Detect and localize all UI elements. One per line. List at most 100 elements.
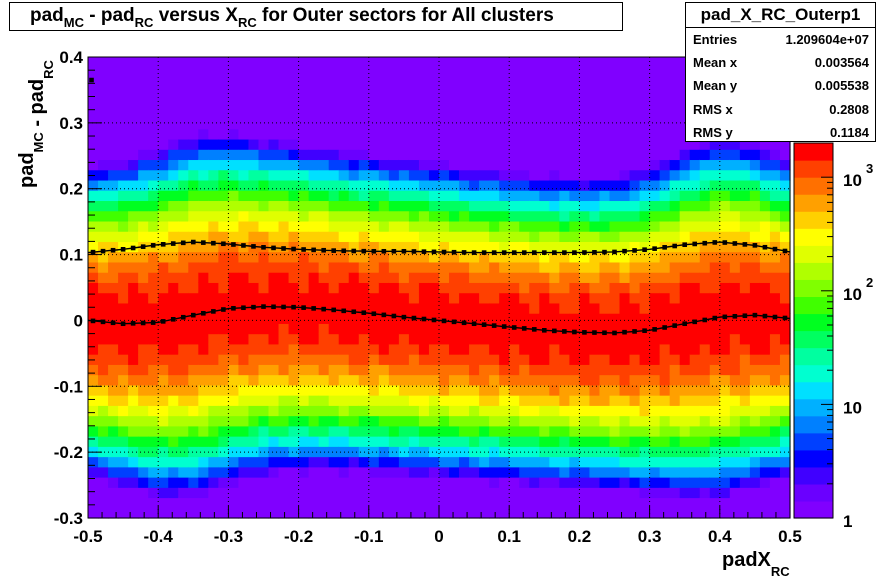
heatmap-cell bbox=[759, 354, 771, 365]
heatmap-cell bbox=[459, 477, 470, 488]
heatmap-cell bbox=[559, 97, 570, 109]
heatmap-cell bbox=[729, 343, 741, 355]
heatmap-cell bbox=[128, 149, 139, 161]
heatmap-cell bbox=[749, 251, 761, 263]
heatmap-cell bbox=[398, 354, 410, 365]
heatmap-cell bbox=[719, 190, 731, 202]
heatmap-cell bbox=[428, 384, 440, 396]
heatmap-cell bbox=[719, 425, 731, 437]
heatmap-cell bbox=[238, 343, 250, 355]
heatmap-cell bbox=[649, 487, 661, 499]
heatmap-cell bbox=[659, 272, 671, 283]
heatmap-cell bbox=[749, 333, 761, 345]
heatmap-cell bbox=[158, 395, 169, 406]
heatmap-cell bbox=[308, 384, 320, 396]
heatmap-cell bbox=[388, 354, 400, 365]
heatmap-cell bbox=[519, 87, 530, 99]
palette-cell bbox=[794, 398, 833, 417]
heatmap-cell bbox=[318, 169, 330, 181]
profile-point bbox=[602, 249, 607, 255]
heatmap-cell bbox=[328, 169, 340, 181]
heatmap-cell bbox=[138, 415, 149, 427]
heatmap-cell bbox=[509, 364, 520, 376]
heatmap-cell bbox=[769, 425, 781, 437]
profile-point bbox=[762, 313, 768, 319]
heatmap-cell bbox=[248, 477, 260, 488]
heatmap-cell bbox=[118, 261, 129, 273]
heatmap-cell bbox=[499, 97, 510, 109]
heatmap-cell bbox=[529, 302, 540, 314]
heatmap-cell bbox=[749, 415, 761, 427]
heatmap-cell bbox=[298, 159, 310, 171]
heatmap-cell bbox=[719, 323, 731, 335]
heatmap-cell bbox=[469, 313, 480, 324]
heatmap-cell bbox=[238, 231, 250, 242]
heatmap-cell bbox=[549, 97, 560, 109]
heatmap-cell bbox=[629, 231, 641, 242]
heatmap-cell bbox=[248, 436, 260, 447]
heatmap-cell bbox=[609, 118, 621, 130]
heatmap-cell bbox=[739, 466, 751, 478]
heatmap-cell bbox=[449, 343, 460, 355]
heatmap-cell bbox=[178, 456, 189, 468]
heatmap-cell bbox=[709, 302, 721, 314]
heatmap-cell bbox=[328, 67, 340, 79]
heatmap-cell bbox=[779, 384, 791, 396]
heatmap-cell bbox=[669, 57, 681, 68]
heatmap-cell bbox=[729, 425, 741, 437]
heatmap-cell bbox=[759, 466, 771, 478]
heatmap-cell bbox=[649, 179, 661, 191]
heatmap-cell bbox=[278, 497, 290, 509]
heatmap-cell bbox=[238, 87, 250, 99]
heatmap-cell bbox=[679, 343, 691, 355]
heatmap-cell bbox=[298, 77, 310, 89]
heatmap-cell bbox=[579, 507, 591, 519]
heatmap-cell bbox=[529, 97, 540, 109]
heatmap-cell bbox=[418, 200, 430, 212]
heatmap-cell bbox=[669, 354, 681, 365]
heatmap-cell bbox=[739, 333, 751, 345]
heatmap-cell bbox=[318, 333, 330, 345]
heatmap-cell bbox=[388, 343, 400, 355]
heatmap-cell bbox=[529, 77, 540, 89]
heatmap-cell bbox=[599, 77, 611, 89]
heatmap-cell bbox=[428, 466, 440, 478]
heatmap-cell bbox=[338, 231, 350, 242]
heatmap-cell bbox=[88, 343, 99, 355]
heatmap-cell bbox=[408, 87, 420, 99]
heatmap-cell bbox=[398, 118, 410, 130]
heatmap-cell bbox=[529, 292, 540, 304]
heatmap-cell bbox=[208, 149, 219, 161]
y-tick-label: 0.4 bbox=[59, 48, 83, 67]
heatmap-cell bbox=[378, 138, 390, 150]
heatmap-cell bbox=[368, 487, 380, 499]
heatmap-cell bbox=[398, 384, 410, 396]
heatmap-cell bbox=[228, 220, 240, 232]
heatmap-cell bbox=[609, 77, 621, 89]
heatmap-cell bbox=[368, 251, 380, 263]
heatmap-cell bbox=[238, 415, 250, 427]
heatmap-cell bbox=[559, 313, 570, 324]
heatmap-cell bbox=[609, 67, 621, 79]
heatmap-cell bbox=[509, 497, 520, 509]
heatmap-cell bbox=[328, 272, 340, 283]
heatmap-cell bbox=[549, 87, 560, 99]
heatmap-cell bbox=[749, 138, 761, 150]
heatmap-cell bbox=[729, 231, 741, 242]
heatmap-cell bbox=[579, 333, 591, 345]
heatmap-cell bbox=[519, 456, 530, 468]
heatmap-cell bbox=[368, 497, 380, 509]
heatmap-cell bbox=[198, 374, 209, 386]
heatmap-cell bbox=[679, 231, 691, 242]
heatmap-cell bbox=[769, 210, 781, 222]
heatmap-cell bbox=[739, 477, 751, 488]
heatmap-cell bbox=[579, 323, 591, 335]
heatmap-cell bbox=[669, 97, 681, 109]
heatmap-cell bbox=[689, 456, 701, 468]
heatmap-cell bbox=[268, 57, 280, 68]
heatmap-cell bbox=[539, 487, 550, 499]
heatmap-cell bbox=[449, 456, 460, 468]
heatmap-cell bbox=[398, 261, 410, 273]
heatmap-cell bbox=[308, 507, 320, 519]
heatmap-cell bbox=[428, 395, 440, 406]
